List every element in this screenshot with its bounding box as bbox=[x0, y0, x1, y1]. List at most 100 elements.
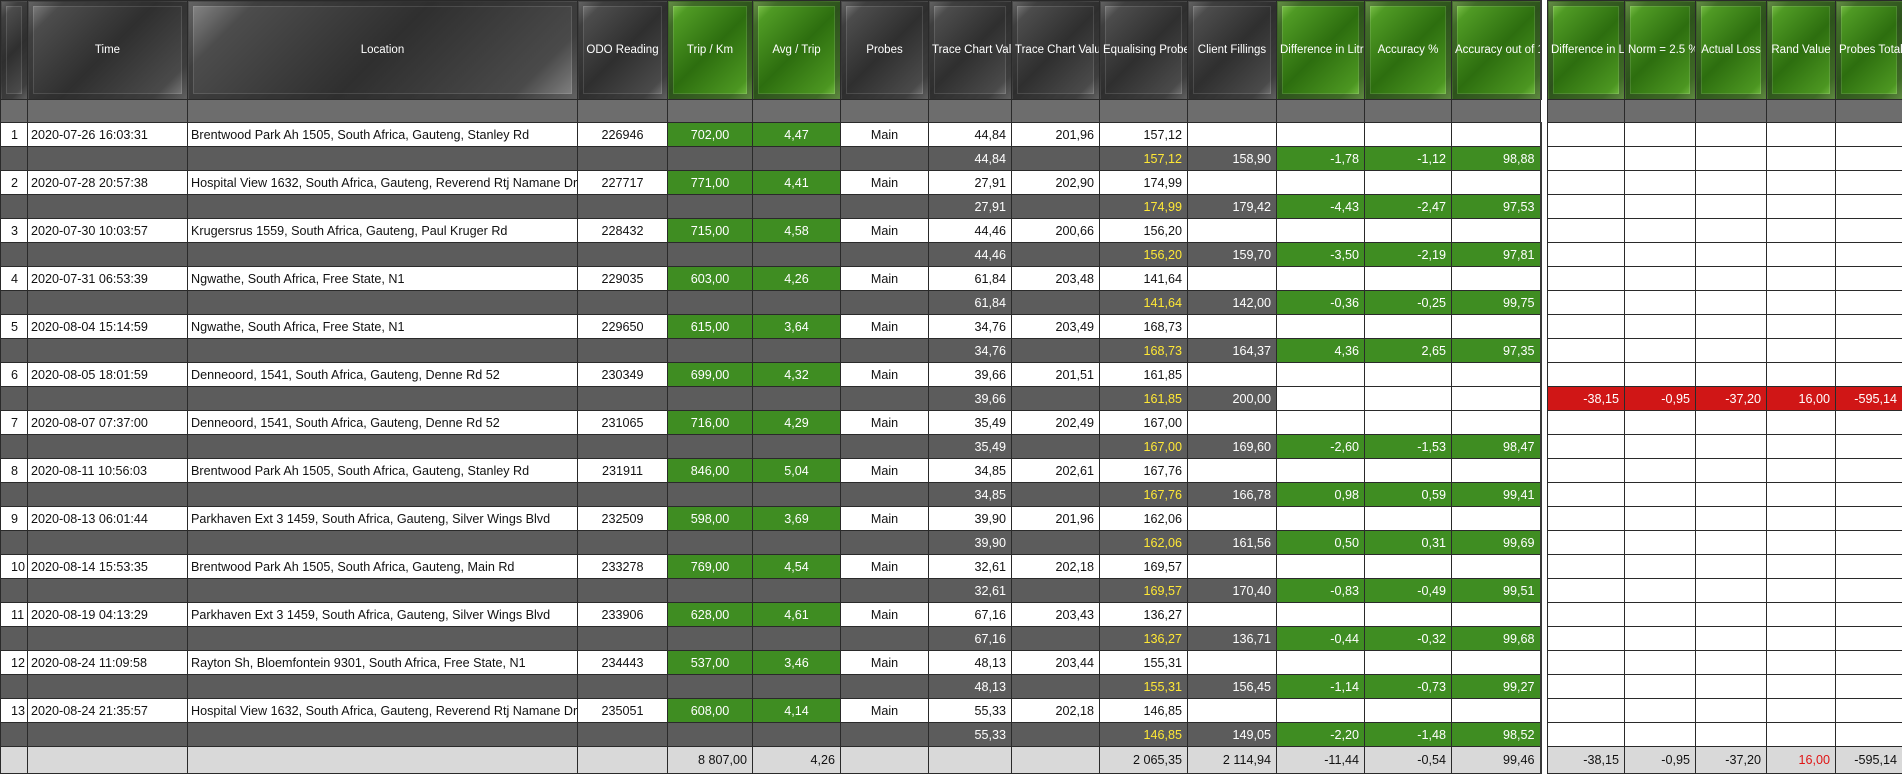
client-fillings-cell[interactable]: 179,42 bbox=[1187, 194, 1277, 219]
actual-loss-cell[interactable] bbox=[1695, 482, 1767, 507]
actual-loss-cell[interactable] bbox=[1695, 314, 1767, 339]
client-fillings-cell[interactable] bbox=[1187, 554, 1277, 579]
norm-cell[interactable] bbox=[1624, 482, 1696, 507]
diff-litres-2-cell[interactable] bbox=[1547, 650, 1625, 675]
diff-litres-cell[interactable] bbox=[1276, 458, 1365, 483]
accuracy-pct-cell[interactable] bbox=[1364, 458, 1452, 483]
actual-loss-cell[interactable] bbox=[1695, 434, 1767, 459]
trace-before-cell[interactable]: 61,84 bbox=[928, 266, 1012, 291]
blank-cell[interactable] bbox=[0, 242, 28, 267]
accuracy-pct-cell[interactable] bbox=[1364, 218, 1452, 243]
probes-total-cell[interactable] bbox=[1835, 242, 1902, 267]
probe-cell[interactable]: Main bbox=[840, 218, 929, 243]
probe-cell[interactable]: Main bbox=[840, 602, 929, 627]
probe-cell[interactable]: Main bbox=[840, 314, 929, 339]
actual-loss-cell[interactable] bbox=[1695, 650, 1767, 675]
norm-cell[interactable] bbox=[1624, 338, 1696, 363]
blank-cell[interactable] bbox=[187, 578, 578, 603]
diff-litres-cell[interactable]: 0,50 bbox=[1276, 530, 1365, 555]
rand-value-cell[interactable] bbox=[1766, 722, 1836, 747]
rand-value-cell[interactable] bbox=[1766, 554, 1836, 579]
accuracy-pct-cell[interactable]: -2,19 bbox=[1364, 242, 1452, 267]
equalising-cell[interactable]: 162,06 bbox=[1099, 506, 1188, 531]
blank-cell[interactable] bbox=[577, 626, 668, 651]
diff-litres-cell[interactable] bbox=[1276, 386, 1365, 411]
avg-trip-cell[interactable]: 4,29 bbox=[752, 410, 841, 435]
probes-total-cell[interactable] bbox=[1835, 722, 1902, 747]
rand-value-cell[interactable] bbox=[1766, 314, 1836, 339]
blank-cell[interactable] bbox=[840, 146, 929, 171]
actual-loss-cell[interactable]: -37,20 bbox=[1695, 386, 1767, 411]
client-fillings-cell[interactable]: 159,70 bbox=[1187, 242, 1277, 267]
rand-value-cell[interactable] bbox=[1766, 458, 1836, 483]
table-row-fill[interactable]: 35,49 167,00 169,60 -2,60 -1,53 98,47 bbox=[0, 434, 1902, 459]
client-fillings-cell[interactable]: 166,78 bbox=[1187, 482, 1277, 507]
blank-cell[interactable] bbox=[752, 722, 841, 747]
trace-before-cell[interactable]: 55,33 bbox=[928, 698, 1012, 723]
odo-cell[interactable]: 232509 bbox=[577, 506, 668, 531]
norm-cell[interactable] bbox=[1624, 698, 1696, 723]
blank-cell[interactable] bbox=[840, 290, 929, 315]
blank-cell[interactable] bbox=[752, 482, 841, 507]
blank-cell[interactable] bbox=[577, 290, 668, 315]
actual-loss-cell[interactable] bbox=[1695, 674, 1767, 699]
client-fillings-cell[interactable]: 156,45 bbox=[1187, 674, 1277, 699]
row-index-cell[interactable]: 8 bbox=[0, 458, 28, 483]
accuracy-100-cell[interactable] bbox=[1451, 266, 1541, 291]
odo-cell[interactable]: 230349 bbox=[577, 362, 668, 387]
accuracy-pct-cell[interactable] bbox=[1364, 122, 1452, 147]
client-fillings-cell[interactable] bbox=[1187, 698, 1277, 723]
table-row[interactable]: 1 2020-07-26 16:03:31 Brentwood Park Ah 15… bbox=[0, 122, 1902, 147]
trace-before-fill-cell[interactable]: 27,91 bbox=[928, 194, 1012, 219]
header-location[interactable]: Location bbox=[187, 0, 578, 100]
norm-cell[interactable] bbox=[1624, 314, 1696, 339]
blank-cell[interactable] bbox=[0, 674, 28, 699]
time-cell[interactable]: 2020-07-26 16:03:31 bbox=[27, 122, 188, 147]
blank-cell[interactable] bbox=[667, 674, 753, 699]
probes-total-cell[interactable] bbox=[1835, 554, 1902, 579]
trace-before-cell[interactable]: 35,49 bbox=[928, 410, 1012, 435]
accuracy-pct-cell[interactable]: 2,65 bbox=[1364, 338, 1452, 363]
equalising-fill-cell[interactable]: 157,12 bbox=[1099, 146, 1188, 171]
blank-cell[interactable] bbox=[840, 482, 929, 507]
blank-cell[interactable] bbox=[667, 146, 753, 171]
diff-litres-cell[interactable]: -2,60 bbox=[1276, 434, 1365, 459]
diff-litres-cell[interactable]: -0,83 bbox=[1276, 578, 1365, 603]
avg-trip-cell[interactable]: 4,26 bbox=[752, 266, 841, 291]
odo-cell[interactable]: 227717 bbox=[577, 170, 668, 195]
probe-cell[interactable]: Main bbox=[840, 362, 929, 387]
avg-trip-cell[interactable]: 4,47 bbox=[752, 122, 841, 147]
client-fillings-cell[interactable] bbox=[1187, 410, 1277, 435]
probes-total-cell[interactable] bbox=[1835, 674, 1902, 699]
table-row-fill[interactable]: 61,84 141,64 142,00 -0,36 -0,25 99,75 bbox=[0, 290, 1902, 315]
blank-cell[interactable] bbox=[187, 482, 578, 507]
rand-value-cell[interactable] bbox=[1766, 602, 1836, 627]
blank-cell[interactable] bbox=[1011, 338, 1100, 363]
accuracy-pct-cell[interactable] bbox=[1364, 386, 1452, 411]
probe-cell[interactable]: Main bbox=[840, 458, 929, 483]
time-cell[interactable]: 2020-07-30 10:03:57 bbox=[27, 218, 188, 243]
row-index-cell[interactable]: 9 bbox=[0, 506, 28, 531]
trip-cell[interactable]: 628,00 bbox=[667, 602, 753, 627]
trip-cell[interactable]: 537,00 bbox=[667, 650, 753, 675]
diff-litres-cell[interactable] bbox=[1276, 554, 1365, 579]
trace-before-cell[interactable]: 39,90 bbox=[928, 506, 1012, 531]
equalising-fill-cell[interactable]: 174,99 bbox=[1099, 194, 1188, 219]
probes-total-cell[interactable]: -595,14 bbox=[1835, 386, 1902, 411]
norm-cell[interactable] bbox=[1624, 674, 1696, 699]
trace-before-fill-cell[interactable]: 39,90 bbox=[928, 530, 1012, 555]
accuracy-pct-cell[interactable]: 0,59 bbox=[1364, 482, 1452, 507]
blank-cell[interactable] bbox=[27, 674, 188, 699]
location-cell[interactable]: Ngwathe, South Africa, Free State, N1 bbox=[187, 314, 578, 339]
accuracy-100-cell[interactable]: 98,88 bbox=[1451, 146, 1541, 171]
trace-before-fill-cell[interactable]: 61,84 bbox=[928, 290, 1012, 315]
location-cell[interactable]: Rayton Sh, Bloemfontein 9301, South Afri… bbox=[187, 650, 578, 675]
blank-cell[interactable] bbox=[577, 338, 668, 363]
table-row[interactable]: 8 2020-08-11 10:56:03 Brentwood Park Ah 15… bbox=[0, 458, 1902, 483]
header-trip[interactable]: Trip / Km bbox=[667, 0, 753, 100]
client-fillings-cell[interactable] bbox=[1187, 266, 1277, 291]
time-cell[interactable]: 2020-08-05 18:01:59 bbox=[27, 362, 188, 387]
probes-total-cell[interactable] bbox=[1835, 530, 1902, 555]
accuracy-100-cell[interactable] bbox=[1451, 362, 1541, 387]
trace-before-cell[interactable]: 67,16 bbox=[928, 602, 1012, 627]
